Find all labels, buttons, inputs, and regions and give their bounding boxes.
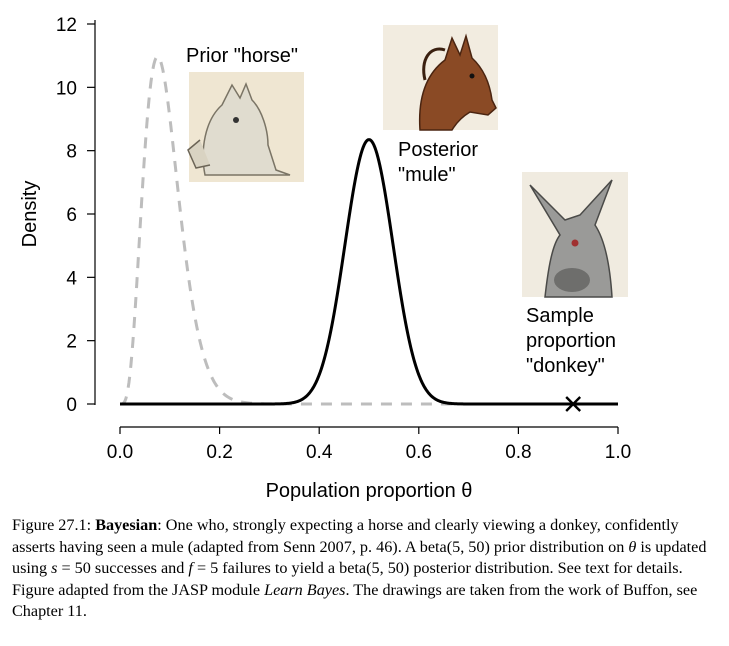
y-tick-label: 8 xyxy=(66,142,77,163)
sample-annotation-line2: proportion xyxy=(526,330,616,352)
caption-text-3: = 50 successes and xyxy=(57,559,189,577)
y-tick-label: 4 xyxy=(66,268,77,289)
caption-lead: Figure 27.1: xyxy=(12,516,96,534)
prior-horse-image xyxy=(187,72,304,182)
caption-text-5: . The drawings are taken from the work o… xyxy=(12,580,698,621)
sample-annotation-line3: "donkey" xyxy=(526,355,605,377)
x-tick-label: 0.4 xyxy=(306,442,333,463)
caption-text-1: : One who, strongly expecting a horse an… xyxy=(12,516,679,556)
posterior-annotation-line2: "mule" xyxy=(398,164,456,186)
figure-caption: Figure 27.1: Bayesian: One who, strongly… xyxy=(12,515,724,623)
caption-text-4: = 5 failures to yield a beta(5, 50) post… xyxy=(12,559,683,599)
sample-annotation-line1: Sample xyxy=(526,305,594,327)
prior-density-curve xyxy=(119,55,618,406)
caption-italic-title: Learn Bayes xyxy=(264,580,346,599)
density-chart: 0 2 4 6 8 10 12 0.0 0.2 0.4 0.6 0.8 1.0 Prior "hors… xyxy=(19,15,631,502)
x-tick-label: 0.0 xyxy=(107,442,133,463)
posterior-annotation-line1: Posterior xyxy=(398,139,478,161)
posterior-horse-image xyxy=(383,25,498,131)
caption-s: s xyxy=(51,559,58,577)
y-tick-label: 10 xyxy=(56,78,77,99)
caption-text-2: is updated using xyxy=(12,537,707,578)
posterior-density-curve xyxy=(120,138,618,406)
y-axis-title: Density xyxy=(19,181,41,248)
x-ticks: 0.0 0.2 0.4 0.6 0.8 1.0 xyxy=(107,427,631,463)
x-axis-title: Population proportion θ xyxy=(266,480,473,502)
caption-bold-term: Bayesian xyxy=(95,516,158,534)
x-tick-label: 0.6 xyxy=(406,442,432,463)
y-tick-label: 6 xyxy=(66,205,77,226)
x-tick-label: 0.2 xyxy=(206,442,232,463)
prior-annotation: Prior "horse" xyxy=(186,45,298,67)
x-tick-label: 1.0 xyxy=(605,442,631,463)
caption-f: f xyxy=(188,559,193,577)
y-tick-label: 0 xyxy=(66,395,77,416)
y-tick-label: 2 xyxy=(66,332,77,353)
y-ticks: 0 2 4 6 8 10 12 xyxy=(56,15,95,416)
donkey-image xyxy=(522,172,628,298)
x-tick-label: 0.8 xyxy=(505,442,531,463)
caption-theta: θ xyxy=(628,537,637,556)
y-tick-label: 12 xyxy=(56,15,77,36)
sample-proportion-marker xyxy=(565,396,582,412)
